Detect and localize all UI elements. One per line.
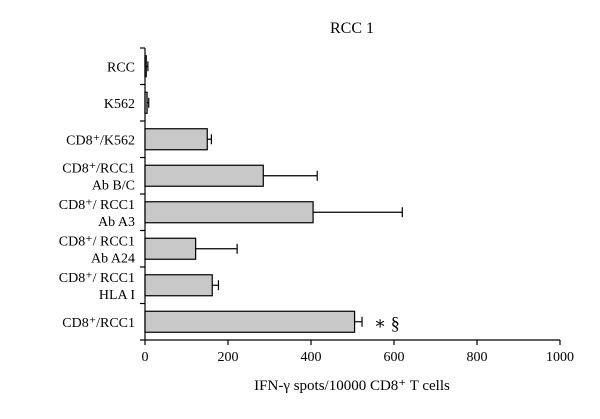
category-label: Ab A3 (98, 215, 135, 230)
bar (144, 201, 314, 224)
x-tick-label: 200 (218, 350, 239, 365)
significance-annotation: ∗ § (374, 313, 400, 333)
bar (144, 91, 148, 114)
bar (144, 55, 147, 78)
category-label: CD8⁺/ RCC1 (59, 271, 135, 286)
x-tick-label: 1000 (546, 350, 574, 365)
category-label: K562 (104, 97, 135, 112)
category-label: CD8⁺/ RCC1 (59, 234, 135, 249)
category-label: CD8⁺/RCC1 (62, 161, 135, 176)
x-tick-label: 800 (467, 350, 488, 365)
category-label: CD8⁺/K562 (66, 133, 135, 148)
category-label: Ab A24 (91, 251, 135, 266)
category-label: Ab B/C (92, 178, 135, 193)
category-label: RCC (107, 60, 135, 75)
bar (144, 128, 208, 151)
chart-title: RCC 1 (330, 20, 374, 37)
x-axis-title: IFN-γ spots/10000 CD8⁺ T cells (254, 378, 450, 394)
x-tick-label: 400 (301, 350, 322, 365)
x-tick-label: 0 (142, 350, 149, 365)
category-label: HLA I (99, 288, 136, 303)
bar (144, 310, 356, 333)
bar (144, 237, 197, 260)
bar (144, 274, 213, 297)
plot-area: 0 200 400 600 800 1000 RCC K562 CD8⁺/K562 CD8⁺/RC… (59, 47, 574, 365)
category-label: CD8⁺/RCC1 (62, 316, 135, 331)
category-label: CD8⁺/ RCC1 (59, 198, 135, 213)
bar (144, 164, 264, 187)
x-tick-label: 600 (384, 350, 405, 365)
